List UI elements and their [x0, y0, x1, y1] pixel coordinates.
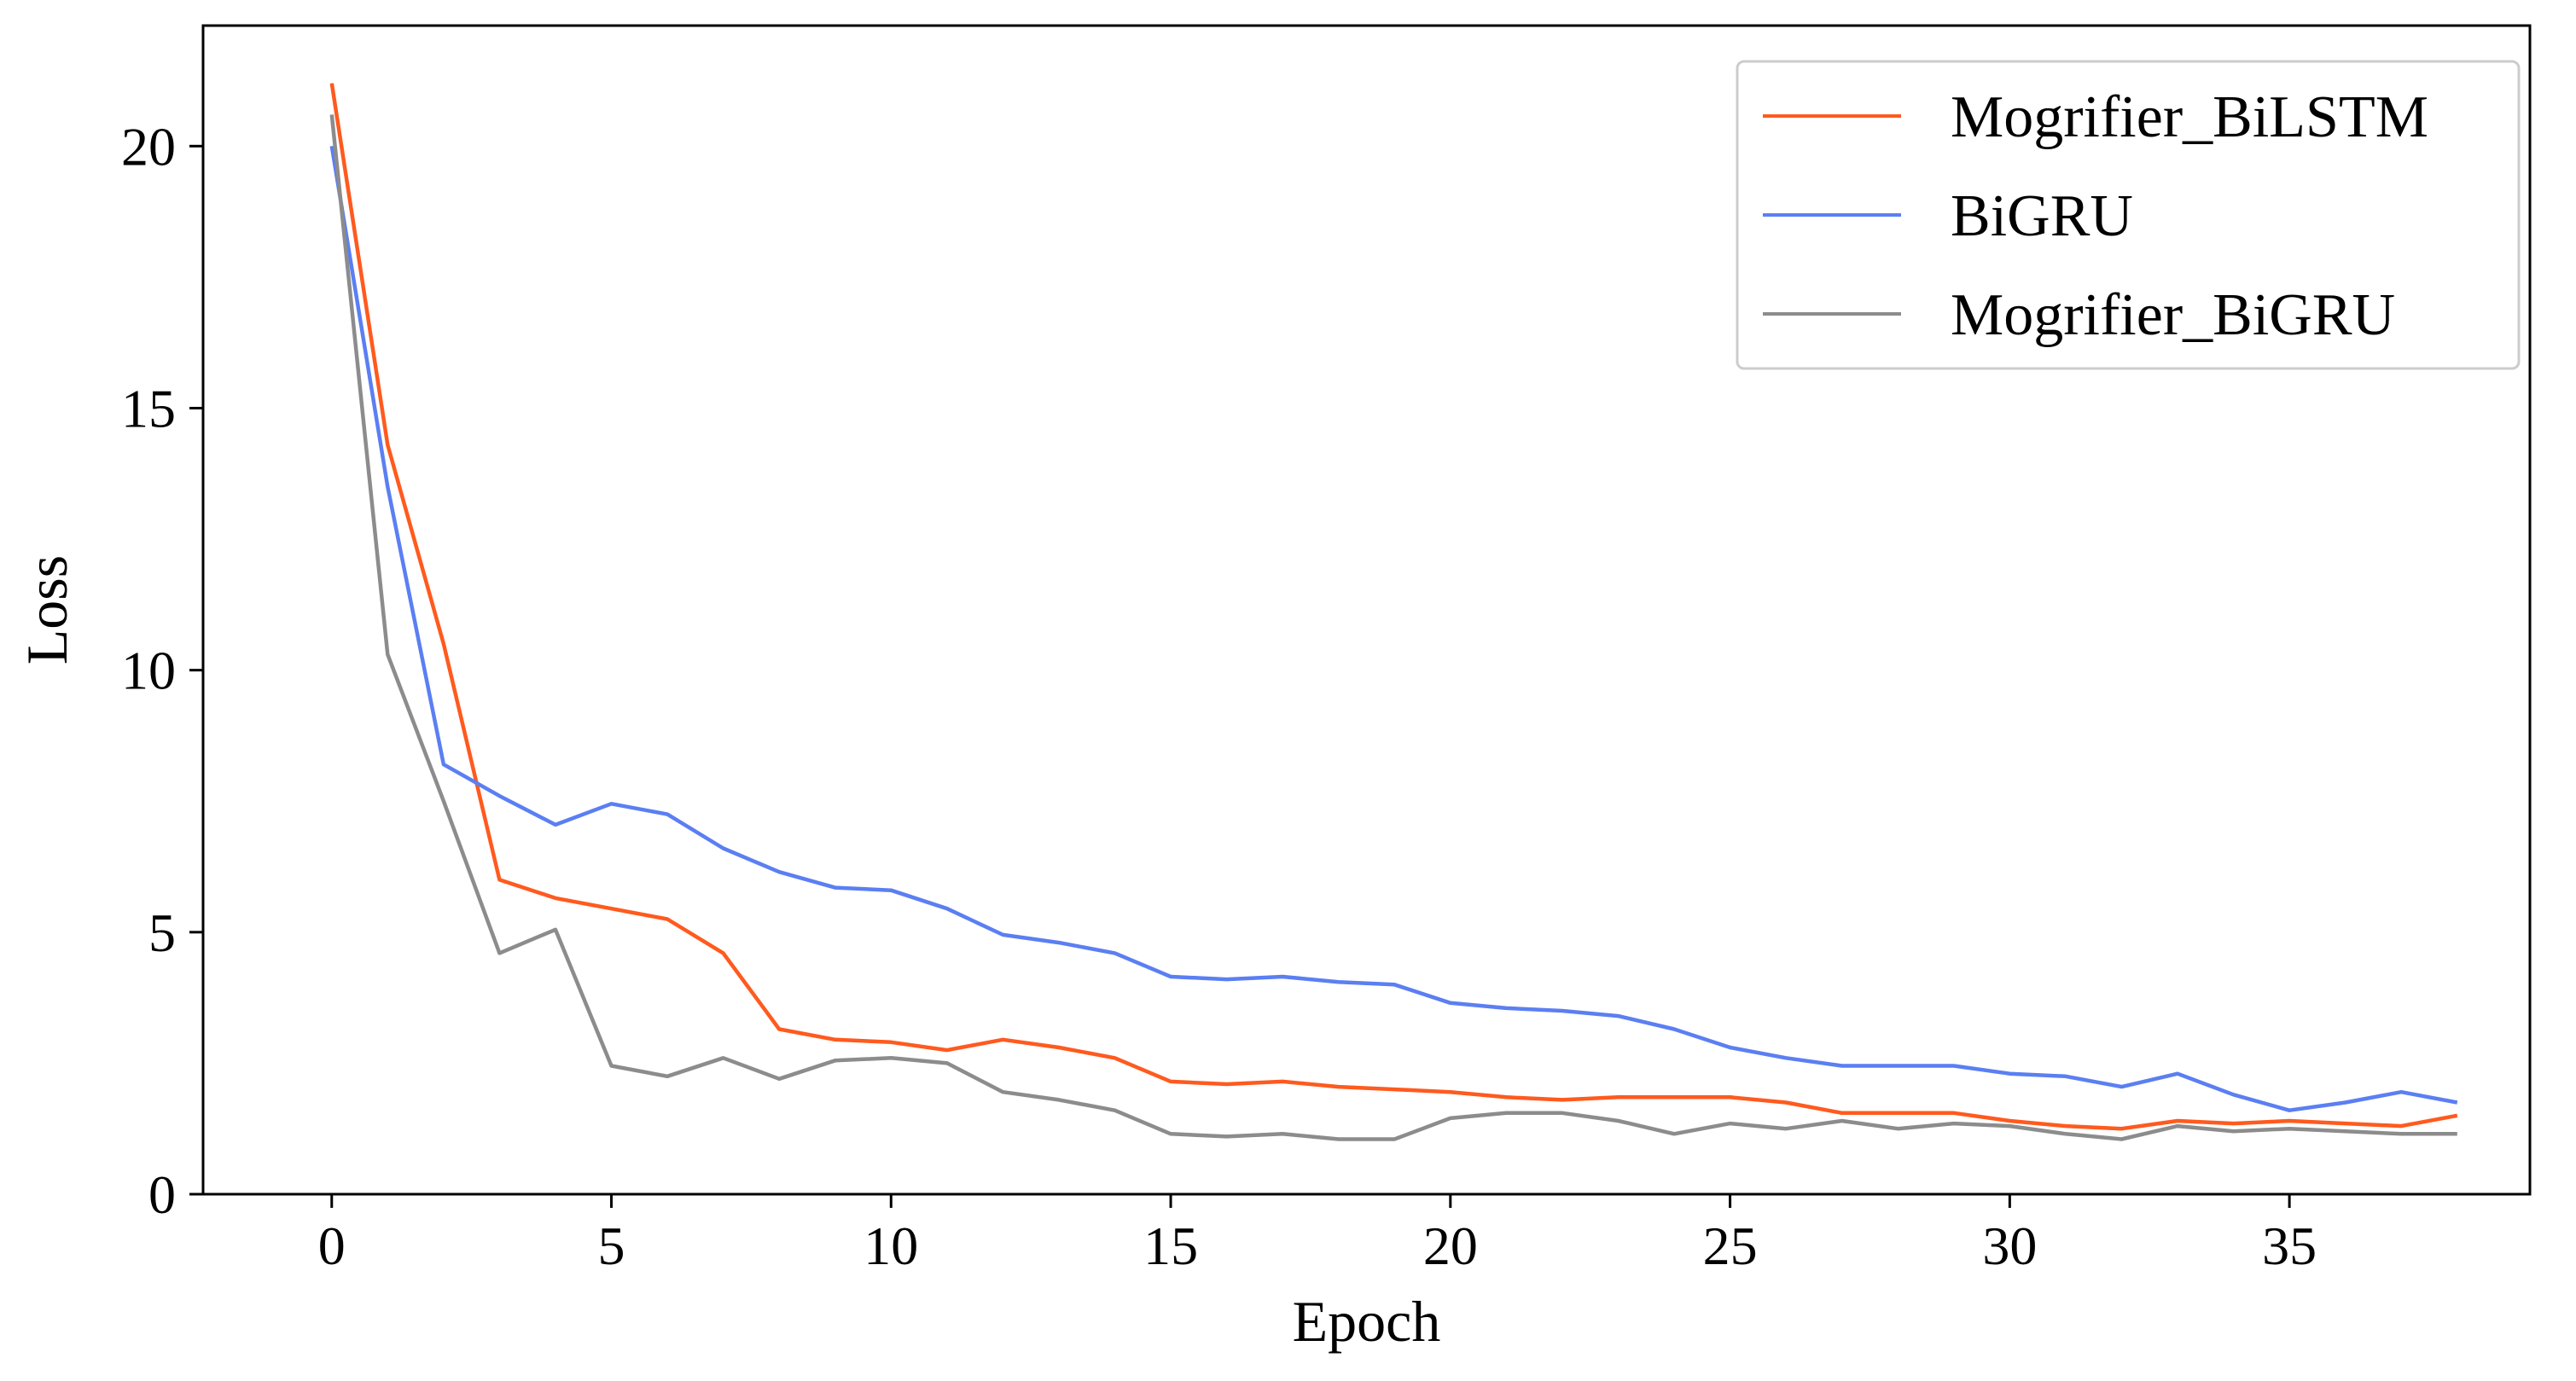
- x-tick-label: 30: [1982, 1216, 2037, 1276]
- y-tick-label: 20: [121, 116, 176, 177]
- series-line-mogrifier-bilstm: [329, 83, 2458, 1131]
- plot-frame: [201, 24, 2532, 1196]
- x-tick-label: 5: [598, 1216, 625, 1276]
- x-tick-label: 20: [1423, 1216, 1478, 1276]
- x-tick-label: 35: [2262, 1216, 2317, 1276]
- y-tick-label: 5: [148, 902, 176, 963]
- y-tick-label: 15: [121, 378, 176, 438]
- legend-label-mogrifier-bilstm: Mogrifier_BiLSTM: [1951, 84, 2428, 150]
- legend: Mogrifier_BiLSTM BiGRU Mogrifier_BiGRU: [1736, 60, 2521, 370]
- legend-label-mogrifier-bigru: Mogrifier_BiGRU: [1951, 282, 2395, 348]
- x-tick-label: 15: [1143, 1216, 1198, 1276]
- x-tick-label: 25: [1703, 1216, 1758, 1276]
- x-tick-label: 0: [318, 1216, 346, 1276]
- series-line-bigru: [329, 145, 2458, 1112]
- y-tick-label: 0: [148, 1164, 176, 1225]
- legend-box: [1736, 60, 2521, 370]
- x-axis-label: Epoch: [1293, 1289, 1441, 1354]
- x-tick-label: 10: [864, 1216, 918, 1276]
- series-lines: [329, 83, 2458, 1141]
- y-axis-label: Loss: [15, 555, 79, 664]
- series-line-mogrifier-bigru: [329, 114, 2457, 1141]
- axis-ticks: 0 5 10 15 20 25 30 35 0 5 10 15 20: [121, 116, 2317, 1276]
- y-tick-label: 10: [121, 641, 176, 701]
- legend-label-bigru: BiGRU: [1951, 183, 2133, 249]
